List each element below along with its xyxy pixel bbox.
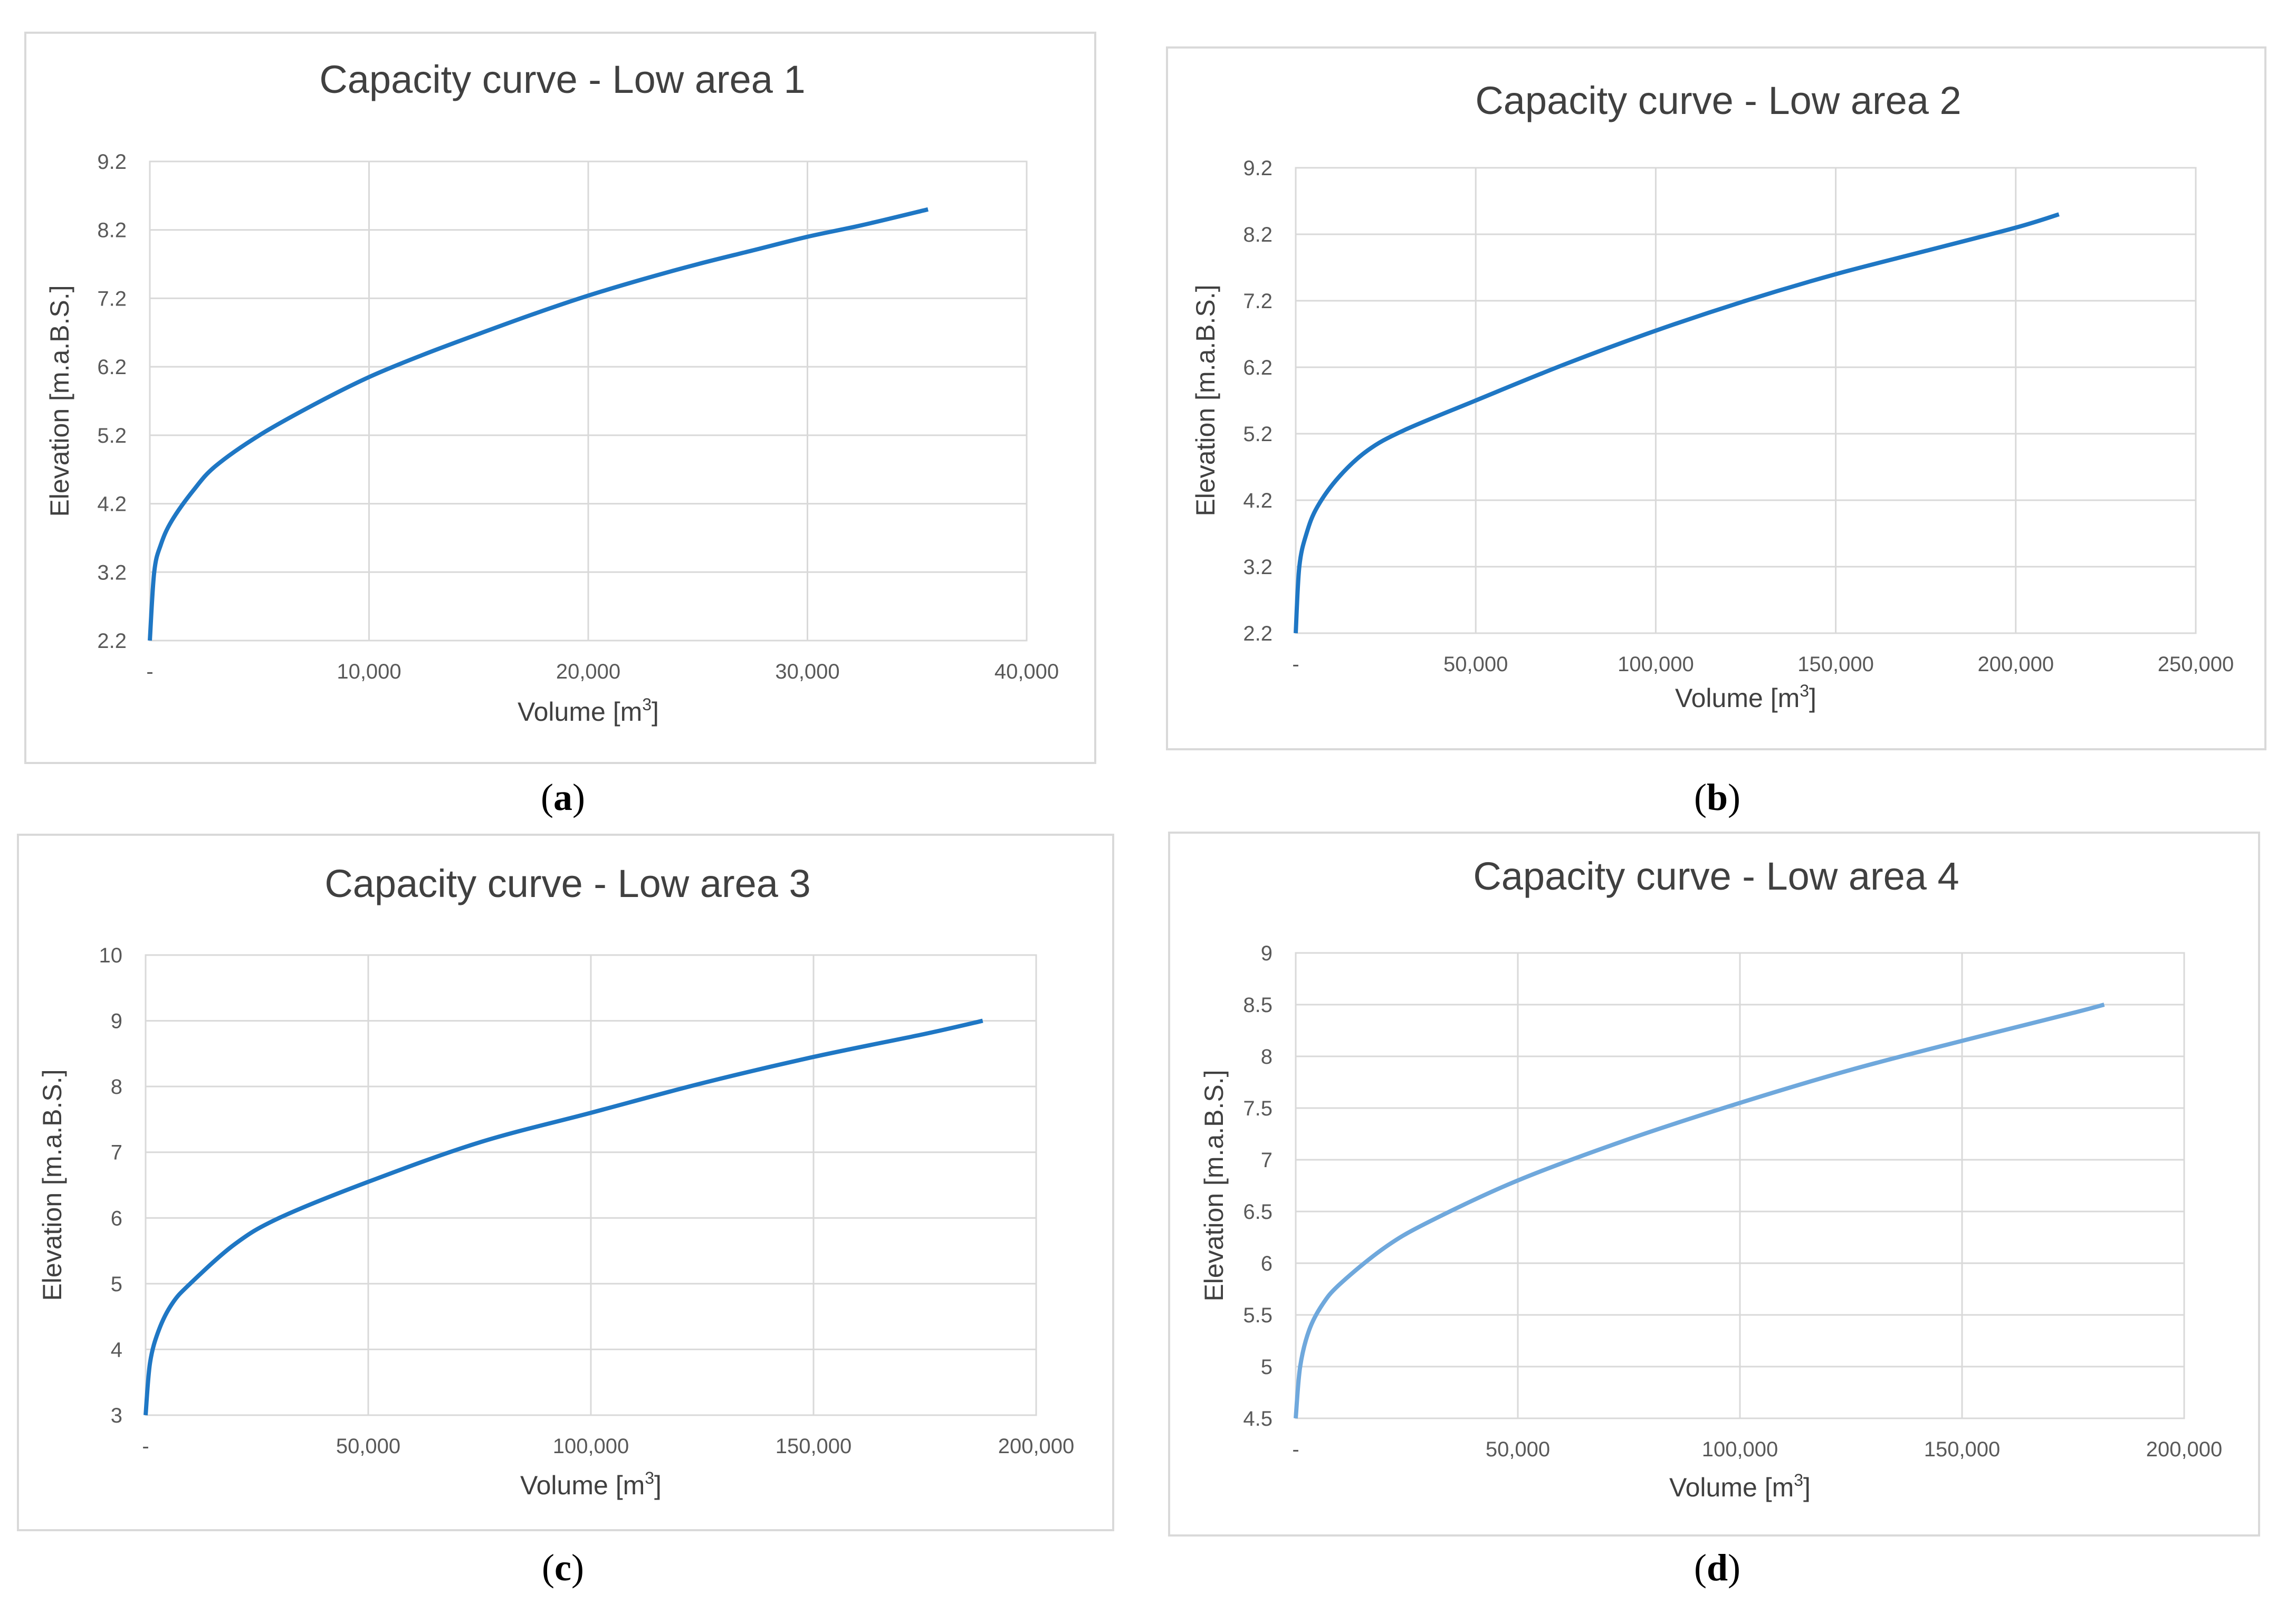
caption-b: (b) <box>1694 776 1740 818</box>
x-tick-label: 200,000 <box>1978 653 2054 676</box>
chart-svg-d: Capacity curve - Low area 4 4.5 5 5.5 6 6.5 7 7… <box>1199 854 2223 1502</box>
y-tick-label: 4.2 <box>97 493 127 516</box>
y-tick-label: 3.2 <box>97 561 127 584</box>
y-tick-label: 5.2 <box>97 424 127 447</box>
y-tick-label: 7.5 <box>1243 1097 1273 1120</box>
y-tick-label: 6.2 <box>97 356 127 379</box>
y-axis-label: Elevation [m.a.B.S.] <box>1199 1070 1229 1301</box>
chart-panel-d: Capacity curve - Low area 4 4.5 5 5.5 6 6.5 7 7… <box>1168 832 2260 1537</box>
y-tick-label: 7 <box>1261 1149 1273 1172</box>
x-axis-label: Volume [m3] <box>1675 681 1816 713</box>
y-tick-label: 2.2 <box>1243 622 1273 645</box>
y-tick-label: 6.2 <box>1243 356 1273 379</box>
x-tick-label: 150,000 <box>1924 1438 2001 1461</box>
x-tick-label: 30,000 <box>775 660 839 683</box>
x-tick-label: 150,000 <box>776 1435 852 1458</box>
y-tick-label: 2.2 <box>97 629 127 653</box>
x-axis-label: Volume [m3] <box>1669 1471 1811 1502</box>
y-tick-label: 9.2 <box>97 150 127 174</box>
chart-panel-c: Capacity curve - Low area 3 3 4 5 6 7 8 9 10 - 50,… <box>17 834 1114 1531</box>
y-tick-label: 7.2 <box>1243 290 1273 313</box>
x-tick-label: - <box>146 660 153 683</box>
caption-d: (d) <box>1694 1547 1740 1589</box>
x-tick-label: - <box>1292 1438 1299 1461</box>
y-tick-label: 8 <box>111 1075 122 1099</box>
y-tick-label: 5 <box>111 1273 122 1296</box>
y-tick-label: 10 <box>99 944 123 967</box>
x-tick-label: 100,000 <box>1702 1438 1778 1461</box>
chart-svg-a: Capacity curve - Low area 1 2.2 3.2 4.2 5.2 6… <box>45 58 1059 727</box>
y-tick-label: 5.2 <box>1243 423 1273 446</box>
caption-c: (c) <box>542 1547 584 1589</box>
x-tick-label: 150,000 <box>1797 653 1874 676</box>
y-axis-label: Elevation [m.a.B.S.] <box>37 1069 67 1301</box>
caption-a: (a) <box>541 776 585 818</box>
chart-svg-b: Capacity curve - Low area 2 2.2 3.2 4.2 5.2 6… <box>1191 79 2234 713</box>
y-tick-label: 7.2 <box>97 287 127 310</box>
y-tick-label: 9 <box>1261 942 1273 965</box>
chart-title: Capacity curve - Low area 4 <box>1473 854 1959 898</box>
x-tick-label: 50,000 <box>1443 653 1508 676</box>
x-axis-label: Volume [m3] <box>518 695 659 727</box>
y-tick-label: 9 <box>111 1010 122 1033</box>
y-tick-label: 8.5 <box>1243 994 1273 1017</box>
x-tick-label: 100,000 <box>1618 653 1694 676</box>
x-tick-label: 250,000 <box>2158 653 2234 676</box>
y-tick-label: 4.5 <box>1243 1407 1273 1430</box>
y-tick-label: 5 <box>1261 1356 1273 1379</box>
y-tick-label: 6 <box>111 1207 122 1230</box>
y-tick-label: 8 <box>1261 1045 1273 1068</box>
series-line <box>1294 212 2060 634</box>
x-tick-label: 40,000 <box>994 660 1059 683</box>
chart-title: Capacity curve - Low area 3 <box>324 862 810 905</box>
x-tick-label: 50,000 <box>1486 1438 1550 1461</box>
chart-title: Capacity curve - Low area 1 <box>319 58 805 101</box>
y-axis-label: Elevation [m.a.B.S.] <box>1191 284 1220 516</box>
y-tick-label: 8.2 <box>97 219 127 242</box>
x-tick-label: 20,000 <box>556 660 620 683</box>
series-line <box>144 1018 983 1416</box>
y-tick-label: 3.2 <box>1243 556 1273 579</box>
y-tick-label: 5.5 <box>1243 1304 1273 1327</box>
y-tick-label: 4 <box>111 1338 122 1361</box>
chart-panel-a: Capacity curve - Low area 1 2.2 3.2 4.2 5.2 6… <box>24 32 1096 764</box>
y-tick-label: 4.2 <box>1243 489 1273 512</box>
x-tick-label: 10,000 <box>337 660 401 683</box>
chart-svg-c: Capacity curve - Low area 3 3 4 5 6 7 8 9 10 - 50,… <box>37 862 1075 1500</box>
series-line <box>148 207 929 641</box>
x-tick-label: - <box>142 1435 149 1458</box>
plot-area <box>1295 167 2197 634</box>
x-tick-label: 200,000 <box>2146 1438 2223 1461</box>
x-tick-label: 200,000 <box>998 1435 1075 1458</box>
x-tick-label: - <box>1292 653 1299 676</box>
chart-title: Capacity curve - Low area 2 <box>1475 79 1961 122</box>
x-tick-label: 100,000 <box>553 1435 629 1458</box>
x-tick-label: 50,000 <box>336 1435 400 1458</box>
y-tick-label: 9.2 <box>1243 157 1273 180</box>
chart-panel-b: Capacity curve - Low area 2 2.2 3.2 4.2 5.2 6… <box>1166 46 2266 750</box>
y-tick-label: 7 <box>111 1141 122 1165</box>
y-tick-label: 6 <box>1261 1252 1273 1275</box>
y-axis-label: Elevation [m.a.B.S.] <box>45 285 74 517</box>
series-line <box>1294 1003 2105 1419</box>
y-tick-label: 3 <box>111 1404 122 1427</box>
y-tick-label: 8.2 <box>1243 223 1273 246</box>
y-tick-label: 6.5 <box>1243 1200 1273 1224</box>
x-axis-label: Volume [m3] <box>520 1468 662 1500</box>
